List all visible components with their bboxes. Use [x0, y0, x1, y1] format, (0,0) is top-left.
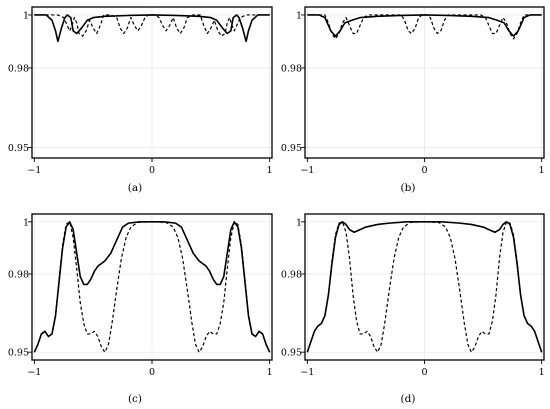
series-line-solid	[307, 14, 542, 37]
panel-label: (b)	[401, 182, 416, 194]
y-tick-label: 1	[296, 10, 302, 21]
x-tick-label: −1	[300, 367, 314, 378]
x-tick-label: 0	[149, 367, 155, 378]
y-tick-label: 1	[23, 217, 29, 228]
x-tick-label: −1	[300, 165, 314, 176]
series-line-dashed	[307, 14, 542, 40]
panel-label: (c)	[128, 393, 142, 405]
x-tick-label: 0	[421, 367, 427, 378]
x-tick-label: 1	[267, 367, 273, 378]
chart-panel-a: −1 0 1 0.95 0.98 1 (a)	[8, 6, 273, 194]
x-tick-label: 0	[149, 165, 155, 176]
y-tick-label: 0.98	[8, 63, 29, 74]
series-line-dashed	[34, 14, 270, 37]
y-tick-label: 0.98	[281, 63, 302, 74]
chart-panel-c: −1 0 1 0.95 0.98 1 (c)	[8, 213, 273, 405]
panel-label: (a)	[128, 182, 142, 194]
x-tick-label: −1	[27, 165, 41, 176]
x-tick-label: 1	[539, 165, 545, 176]
y-tick-label: 0.95	[8, 348, 29, 359]
y-tick-label: 0.95	[281, 348, 302, 359]
x-tick-label: 0	[421, 165, 427, 176]
series-line-dashed	[306, 221, 543, 353]
y-tick-label: 1	[23, 10, 29, 21]
panel-label: (d)	[401, 393, 416, 405]
x-tick-label: 1	[539, 367, 545, 378]
y-tick-label: 0.95	[281, 143, 302, 154]
chart-panel-d: −1 0 1 0.95 0.98 1 (d)	[281, 213, 545, 405]
y-tick-label: 1	[296, 217, 302, 228]
chart-panel-b: −1 0 1 0.95 0.98 1 (b)	[281, 6, 545, 194]
y-tick-label: 0.98	[8, 269, 29, 280]
y-tick-label: 0.98	[281, 269, 302, 280]
series-line-dashed	[33, 221, 271, 353]
x-tick-label: 1	[267, 165, 273, 176]
y-tick-label: 0.95	[8, 143, 29, 154]
x-tick-label: −1	[27, 367, 41, 378]
